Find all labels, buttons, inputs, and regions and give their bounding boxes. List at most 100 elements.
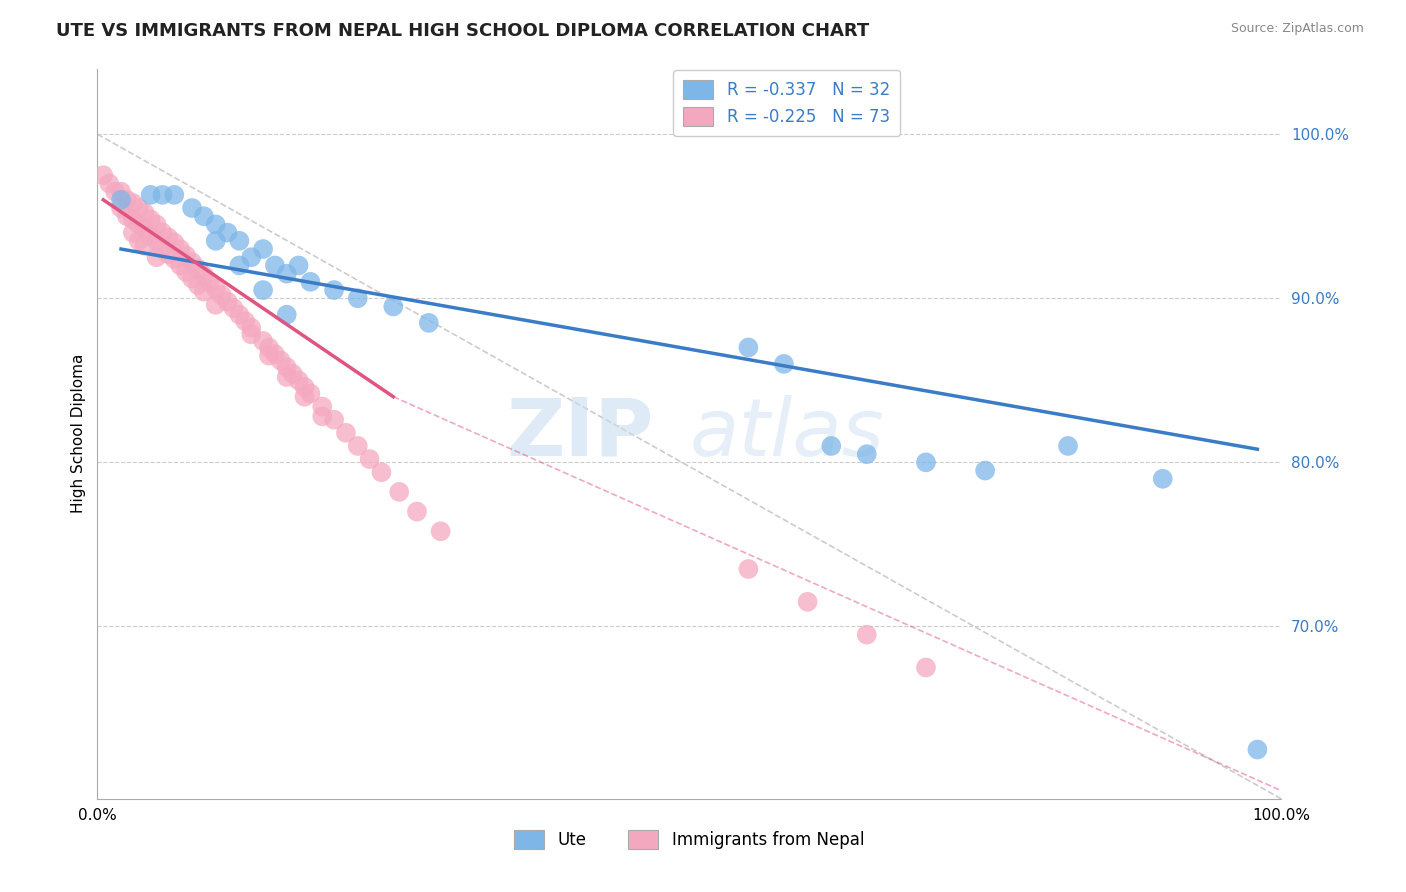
Point: [152, 187, 174, 202]
Point: [257, 349, 280, 363]
Point: [257, 341, 280, 355]
Point: [198, 275, 221, 289]
Point: [264, 259, 287, 273]
Point: [287, 373, 309, 387]
Point: [110, 185, 132, 199]
Point: [152, 226, 174, 240]
Point: [335, 425, 357, 440]
Point: [157, 247, 180, 261]
Point: [820, 439, 842, 453]
Point: [91, 168, 114, 182]
Point: [222, 301, 245, 315]
Point: [174, 265, 197, 279]
Point: [139, 212, 162, 227]
Point: [187, 278, 209, 293]
Point: [181, 201, 204, 215]
Point: [855, 447, 877, 461]
Point: [204, 281, 226, 295]
Point: [915, 660, 938, 674]
Point: [174, 249, 197, 263]
Point: [323, 283, 346, 297]
Point: [139, 187, 162, 202]
Point: [294, 380, 316, 394]
Point: [228, 234, 250, 248]
Point: [233, 314, 256, 328]
Text: atlas: atlas: [689, 394, 884, 473]
Point: [346, 291, 368, 305]
Point: [128, 234, 150, 248]
Point: [299, 275, 322, 289]
Point: [418, 316, 440, 330]
Point: [323, 413, 346, 427]
Point: [163, 187, 186, 202]
Point: [240, 320, 263, 334]
Point: [240, 250, 263, 264]
Point: [276, 267, 298, 281]
Point: [311, 400, 333, 414]
Point: [98, 177, 121, 191]
Point: [276, 370, 298, 384]
Point: [115, 193, 138, 207]
Legend: R = -0.337   N = 32, R = -0.225   N = 73: R = -0.337 N = 32, R = -0.225 N = 73: [673, 70, 900, 136]
Point: [252, 334, 274, 348]
Point: [276, 308, 298, 322]
Point: [228, 308, 250, 322]
Point: [163, 252, 186, 266]
Point: [204, 218, 226, 232]
Point: [110, 193, 132, 207]
Point: [270, 353, 292, 368]
Point: [382, 300, 405, 314]
Point: [134, 222, 156, 236]
Point: [110, 201, 132, 215]
Point: [169, 242, 191, 256]
Point: [240, 327, 263, 342]
Point: [169, 259, 191, 273]
Point: [388, 484, 411, 499]
Point: [773, 357, 796, 371]
Point: [429, 524, 451, 539]
Text: ZIP: ZIP: [506, 394, 654, 473]
Point: [145, 234, 167, 248]
Point: [128, 218, 150, 232]
Point: [217, 226, 239, 240]
Point: [299, 386, 322, 401]
Point: [855, 628, 877, 642]
Point: [134, 239, 156, 253]
Point: [915, 455, 938, 469]
Point: [145, 218, 167, 232]
Point: [121, 212, 143, 227]
Point: [370, 465, 392, 479]
Point: [252, 242, 274, 256]
Point: [974, 464, 997, 478]
Point: [157, 230, 180, 244]
Point: [128, 201, 150, 215]
Point: [187, 261, 209, 276]
Y-axis label: High School Diploma: High School Diploma: [72, 354, 86, 513]
Point: [145, 250, 167, 264]
Point: [139, 228, 162, 243]
Point: [346, 439, 368, 453]
Point: [252, 283, 274, 297]
Point: [121, 196, 143, 211]
Point: [737, 341, 759, 355]
Point: [311, 409, 333, 424]
Point: [152, 242, 174, 256]
Text: UTE VS IMMIGRANTS FROM NEPAL HIGH SCHOOL DIPLOMA CORRELATION CHART: UTE VS IMMIGRANTS FROM NEPAL HIGH SCHOOL…: [56, 22, 869, 40]
Point: [217, 294, 239, 309]
Point: [104, 185, 127, 199]
Point: [193, 285, 215, 299]
Point: [264, 347, 287, 361]
Point: [796, 595, 818, 609]
Point: [211, 288, 233, 302]
Point: [1246, 742, 1268, 756]
Point: [204, 234, 226, 248]
Point: [115, 209, 138, 223]
Point: [181, 255, 204, 269]
Point: [406, 505, 429, 519]
Point: [163, 235, 186, 250]
Point: [193, 268, 215, 283]
Point: [121, 226, 143, 240]
Point: [294, 390, 316, 404]
Point: [276, 360, 298, 375]
Point: [359, 452, 381, 467]
